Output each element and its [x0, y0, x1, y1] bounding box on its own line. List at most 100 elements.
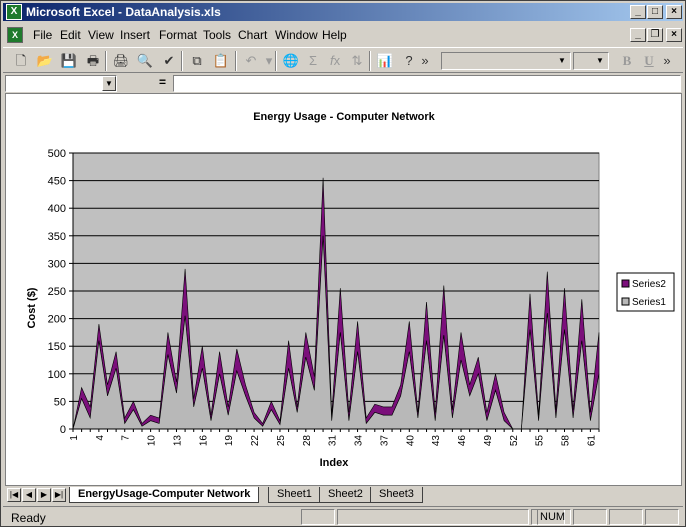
series1-area	[72, 235, 600, 430]
minimize-button[interactable]: _	[630, 5, 646, 19]
chart-wizard-icon[interactable]: 📊	[376, 53, 394, 68]
y-tick-label: 50	[54, 396, 66, 408]
help-icon[interactable]: ?	[405, 53, 413, 68]
x-tick-label: 37	[379, 435, 390, 447]
x-tick-label: 10	[147, 435, 158, 447]
equals-label: =	[159, 75, 167, 89]
x-tick-label: 22	[250, 435, 261, 447]
x-tick-label: 49	[483, 435, 494, 447]
toolbar-separator	[275, 51, 277, 71]
tab-sheet3[interactable]: Sheet3	[370, 487, 423, 503]
toolbar-more-icon[interactable]: »	[663, 53, 671, 68]
chart-title: Energy Usage - Computer Network	[253, 111, 435, 123]
toolbar-separator	[235, 51, 237, 71]
first-sheet-icon[interactable]: |◀	[7, 488, 21, 502]
sheet-tab-bar: |◀ ◀ ▶ ▶| EnergyUsage-Computer Network S…	[3, 487, 683, 504]
hyperlink-icon[interactable]: 🌐	[282, 53, 300, 68]
name-box[interactable]: ▼	[5, 75, 117, 92]
status-ready: Ready	[11, 511, 46, 525]
new-file-icon[interactable]: 🗋	[15, 53, 27, 68]
spelling-icon[interactable]: ✔	[163, 53, 175, 68]
x-tick-label: 19	[224, 435, 235, 447]
open-folder-icon[interactable]: 📂	[36, 53, 54, 68]
x-tick-label: 4	[95, 435, 106, 441]
x-tick-label: 34	[354, 435, 365, 447]
autosum-icon[interactable]: Σ	[308, 53, 318, 68]
function-icon[interactable]: fx	[329, 53, 341, 68]
y-tick-label: 500	[48, 148, 66, 160]
menu-edit[interactable]: Edit	[60, 28, 81, 42]
y-tick-label: 450	[48, 176, 66, 188]
bold-button[interactable]: B	[622, 53, 632, 68]
close-button[interactable]: ×	[666, 5, 682, 19]
legend-series2: Series2	[632, 279, 666, 290]
menu-window[interactable]: Window	[275, 28, 318, 42]
doc-restore-button[interactable]: ❐	[647, 28, 663, 42]
save-icon[interactable]: 💾	[60, 53, 78, 68]
x-tick-label: 13	[173, 435, 184, 447]
menu-file[interactable]: File	[33, 28, 53, 42]
last-sheet-icon[interactable]: ▶|	[52, 488, 66, 502]
doc-minimize-button[interactable]: _	[630, 28, 646, 42]
y-tick-label: 400	[48, 203, 66, 215]
tab-energyusage[interactable]: EnergyUsage-Computer Network	[69, 487, 260, 503]
x-axis: 1 4 7 10 13 16 19 22 25 28 31 34 37 40 43 46 49 52 55 58 61	[69, 428, 600, 447]
x-tick-label: 46	[457, 435, 468, 447]
paste-icon[interactable]: 📋	[212, 53, 230, 68]
status-panel	[645, 509, 679, 525]
sort-icon[interactable]: ⇅	[351, 53, 363, 68]
chevron-down-icon[interactable]: ▼	[593, 54, 607, 68]
formula-input[interactable]	[173, 75, 681, 92]
menu-insert[interactable]: Insert	[120, 28, 151, 42]
series2-swatch	[621, 279, 630, 288]
prev-sheet-icon[interactable]: ◀	[22, 488, 36, 502]
maximize-button[interactable]: □	[647, 5, 663, 19]
toolbar-separator	[181, 51, 183, 71]
workbook-icon[interactable]: X	[7, 27, 23, 43]
underline-button[interactable]: U	[644, 53, 654, 68]
menu-tools[interactable]: Tools	[203, 28, 232, 42]
x-tick-label: 61	[586, 435, 597, 447]
menu-view[interactable]: View	[88, 28, 114, 42]
y-tick-label: 200	[48, 314, 66, 326]
toolbar-more-icon[interactable]: »	[421, 53, 429, 68]
status-panel	[573, 509, 607, 525]
plot-area[interactable]	[72, 152, 600, 430]
title-bar[interactable]: X Microsoft Excel - DataAnalysis.xls _ □…	[3, 3, 683, 21]
toolbar-separator	[369, 51, 371, 71]
undo-dropdown-icon[interactable]: ▾	[265, 53, 273, 68]
chart-svg[interactable]: 0 50 100 150 200 250 300 350 400 450 500 1 4 7 10 13 16…	[6, 94, 681, 485]
legend-series1: Series1	[632, 297, 666, 308]
chevron-down-icon[interactable]: ▼	[102, 76, 116, 91]
font-name-combo[interactable]: ▼	[441, 52, 571, 70]
x-tick-label: 7	[121, 435, 132, 441]
menu-format[interactable]: Format	[159, 28, 198, 42]
menu-help[interactable]: Help	[322, 28, 347, 42]
legend[interactable]: Series2 Series1	[616, 272, 675, 312]
status-bar: Ready NUM	[3, 506, 683, 526]
y-tick-label: 150	[48, 341, 66, 353]
font-size-combo[interactable]: ▼	[573, 52, 609, 70]
print-icon[interactable]: 🖨	[112, 53, 130, 68]
y-tick-label: 350	[48, 231, 66, 243]
tab-sheet2[interactable]: Sheet2	[319, 487, 372, 503]
toolbar-separator	[105, 51, 107, 71]
chart-sheet[interactable]: 0 50 100 150 200 250 300 350 400 450 500 1 4 7 10 13 16…	[5, 93, 682, 486]
standard-toolbar: 🗋 📂 💾 🖶 🖨 🔍 ✔ ⧉ 📋 ↶ ▾ 🌐 Σ fx ⇅ 📊 ? » ▼ ▼…	[3, 47, 683, 73]
chevron-down-icon[interactable]: ▼	[555, 54, 569, 68]
tab-sheet1[interactable]: Sheet1	[268, 487, 321, 503]
copy-icon[interactable]: ⧉	[192, 53, 202, 68]
y-axis-title: Cost ($)	[26, 287, 38, 328]
window-title: Microsoft Excel - DataAnalysis.xls	[26, 5, 221, 19]
next-sheet-icon[interactable]: ▶	[37, 488, 51, 502]
y-tick-label: 0	[60, 424, 66, 436]
doc-close-button[interactable]: ×	[666, 28, 682, 42]
y-axis: 0 50 100 150 200 250 300 350 400 450 500	[48, 148, 74, 436]
x-axis-title: Index	[320, 457, 350, 469]
undo-icon[interactable]: ↶	[245, 53, 257, 68]
x-tick-label: 43	[431, 435, 442, 447]
menu-chart[interactable]: Chart	[238, 28, 268, 42]
x-tick-label: 1	[69, 435, 80, 441]
print-preview-icon[interactable]: 🔍	[136, 53, 154, 68]
print-setup-icon[interactable]: 🖶	[86, 53, 100, 68]
